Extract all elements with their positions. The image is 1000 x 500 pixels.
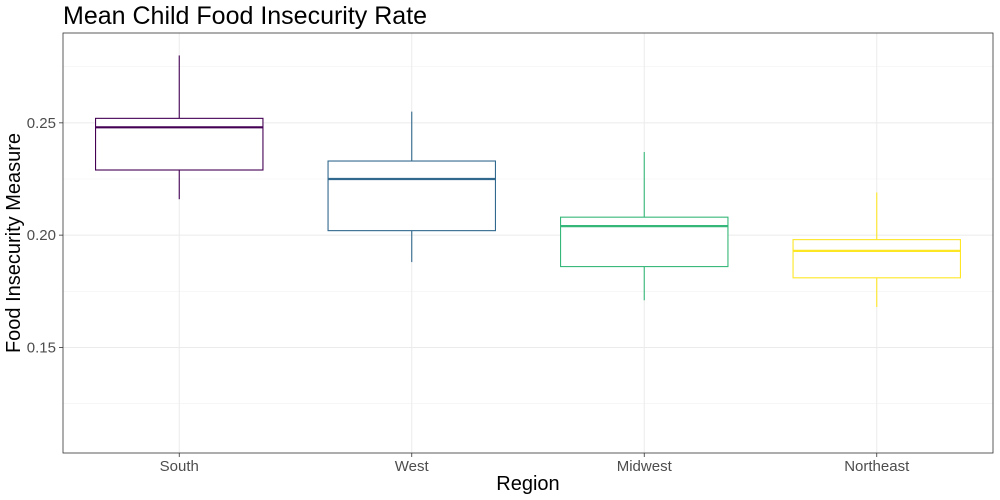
box-group-south: [95, 55, 264, 200]
box-group-northeast: [792, 192, 961, 308]
axes: 0.15 0.20 0.25 South West Midwest Northeast: [27, 115, 910, 475]
x-tick-label: West: [395, 458, 430, 475]
box-group-west: [327, 111, 496, 263]
iqr-box: [792, 239, 961, 279]
iqr-box: [559, 216, 729, 268]
y-tick-label: 0.25: [27, 115, 56, 132]
x-tick-label: South: [160, 458, 199, 475]
box-group-midwest: [559, 152, 729, 301]
y-tick-label: 0.15: [27, 339, 56, 356]
x-tick-label: Midwest: [617, 458, 673, 475]
plot-panel-border: [62, 32, 994, 454]
boxes: [95, 55, 961, 308]
x-tick-label: Northeast: [844, 458, 910, 475]
chart-title: Mean Child Food Insecurity Rate: [63, 2, 427, 30]
y-tick-label: 0.20: [27, 227, 56, 244]
iqr-box: [327, 160, 496, 232]
x-axis-title: Region: [496, 473, 559, 495]
iqr-box: [95, 117, 264, 171]
y-axis-title: Food Insecurity Measure: [3, 133, 25, 353]
